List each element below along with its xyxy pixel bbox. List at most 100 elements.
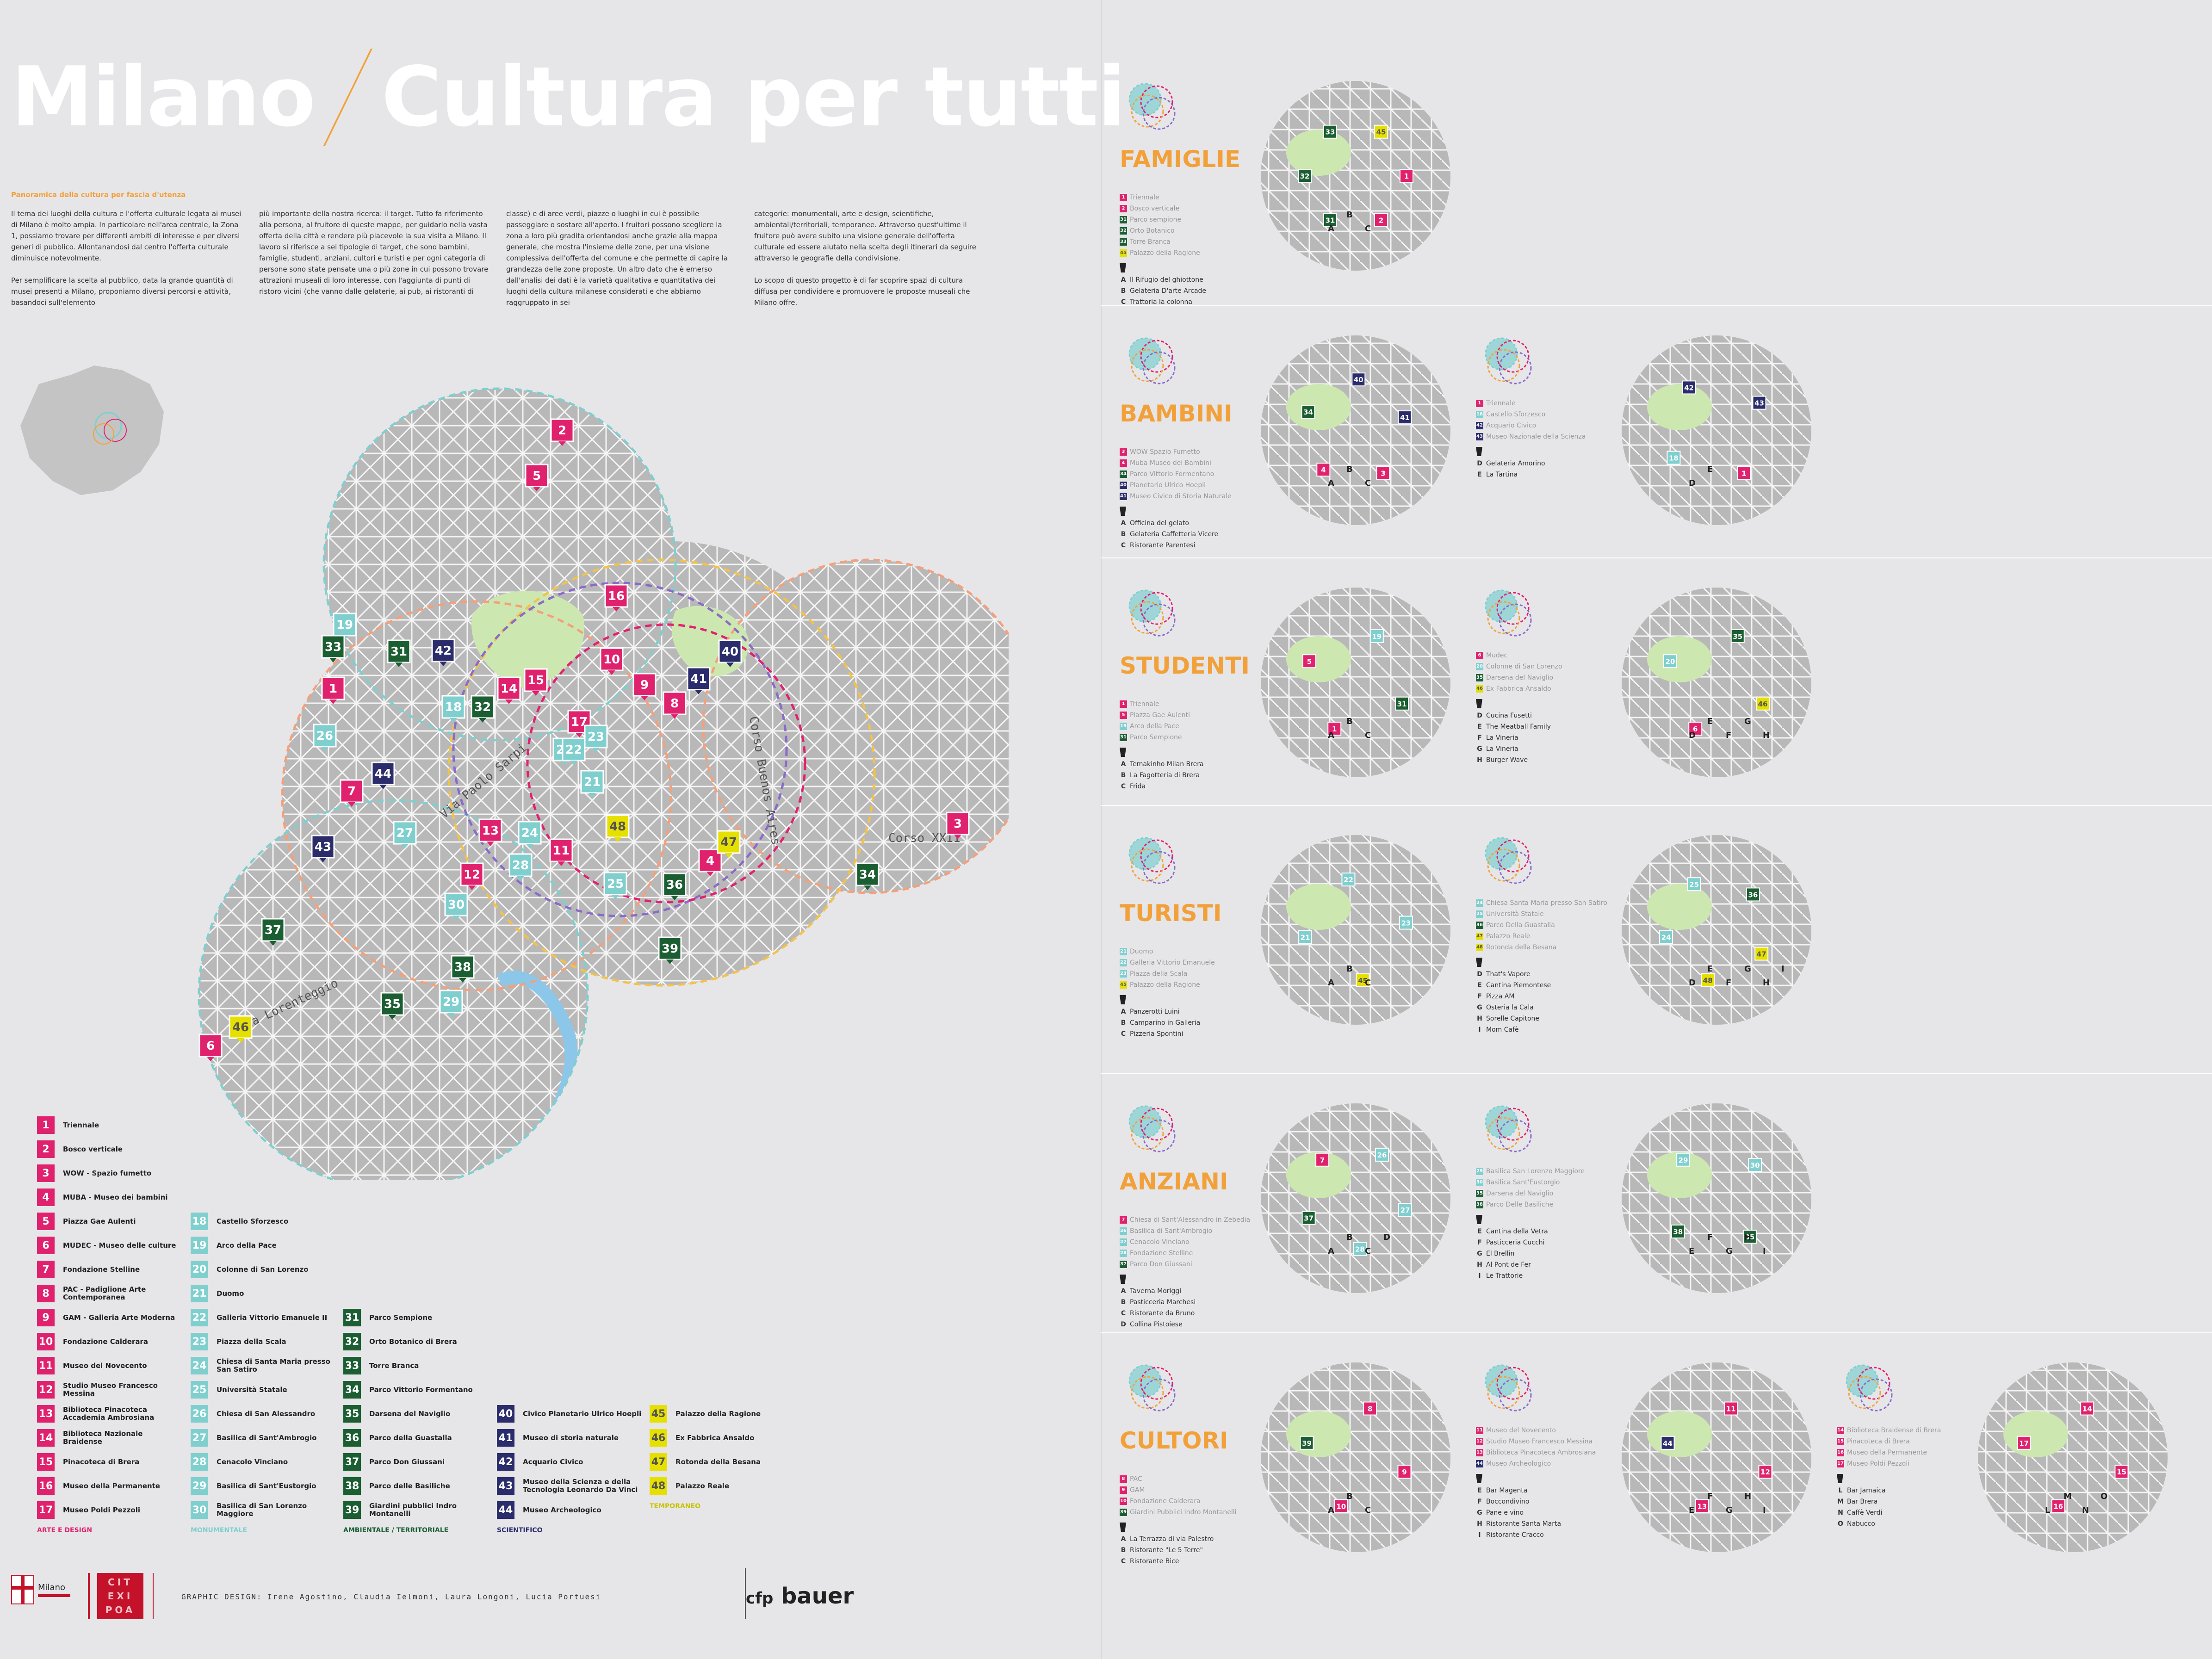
food-place[interactable]: B Gelateria D'arte Arcade [1120, 285, 1206, 297]
legend-item-22[interactable]: 22 Galleria Vittorio Emanuele II [191, 1308, 337, 1327]
legend-item-32[interactable]: 32 Orto Botanico di Brera [343, 1332, 489, 1351]
zone-marker-47[interactable]: 47 [1754, 947, 1769, 961]
segment-item-35[interactable]: 35 Darsena del Naviglio [1476, 672, 1562, 683]
food-place[interactable]: I Ristorante Cracco [1476, 1529, 1596, 1541]
zone-marker-43[interactable]: 43 [1752, 396, 1766, 410]
legend-item-1[interactable]: 1 Triennale [37, 1116, 183, 1134]
segment-item-13[interactable]: 13 Biblioteca Pinacoteca Ambrosiana [1476, 1447, 1596, 1458]
segment-item-17[interactable]: 17 Museo Poldi Pezzoli [1837, 1458, 1941, 1469]
map-marker-1[interactable]: 1 [321, 676, 345, 704]
map-marker-5[interactable]: 5 [525, 464, 549, 491]
food-place[interactable]: H Ristorante Santa Marta [1476, 1518, 1596, 1529]
legend-item-45[interactable]: 45 Palazzo della Ragione [650, 1405, 796, 1423]
segment-item-20[interactable]: 20 Colonne di San Lorenzo [1476, 661, 1562, 672]
legend-item-12[interactable]: 12 Studio Museo Francesco Messina [37, 1380, 183, 1399]
legend-item-10[interactable]: 10 Fondazione Calderara [37, 1332, 183, 1351]
segment-item-6[interactable]: 6 Mudec [1476, 650, 1562, 661]
food-place[interactable]: F Boccondivino [1476, 1496, 1596, 1507]
food-place[interactable]: C Ristorante da Bruno [1120, 1308, 1250, 1319]
zone-marker-15[interactable]: 15 [2114, 1465, 2129, 1479]
zone-detail-map-bambini[interactable]: 1 18 42 43 D E [1619, 333, 1814, 527]
zone-marker-7[interactable]: 7 [1315, 1152, 1330, 1167]
legend-item-34[interactable]: 34 Parco Vittorio Formentano [343, 1380, 489, 1399]
food-place[interactable]: F Pasticceria Cucchi [1476, 1237, 1585, 1248]
segment-item-3[interactable]: 3 WOW Spazio Fumetto [1120, 446, 1232, 458]
food-place[interactable]: A Taverna Moriggi [1120, 1286, 1250, 1297]
main-zone-map[interactable]: Corso XXII Corso Buenos Aires Via Paolo … [176, 356, 1009, 1180]
zone-marker-37[interactable]: 37 [1301, 1211, 1316, 1225]
legend-item-26[interactable]: 26 Chiesa di San Alessandro [191, 1405, 337, 1423]
segment-item-31[interactable]: 31 Parco Sempione [1120, 732, 1204, 743]
segment-item-38[interactable]: 38 Parco Delle Basiliche [1476, 1199, 1585, 1210]
segment-item-30[interactable]: 30 Basilica Sant'Eustorgio [1476, 1177, 1585, 1188]
segment-item-36[interactable]: 36 Parco Della Guastalla [1476, 920, 1607, 931]
zone-marker-45[interactable]: 45 [1356, 973, 1370, 987]
map-marker-11[interactable]: 11 [549, 838, 573, 866]
legend-item-23[interactable]: 23 Piazza della Scala [191, 1332, 337, 1351]
legend-item-35[interactable]: 35 Darsena del Naviglio [343, 1405, 489, 1423]
map-marker-12[interactable]: 12 [460, 862, 484, 890]
zone-marker-4[interactable]: 4 [1316, 463, 1331, 477]
food-place[interactable]: B Camparino in Galleria [1120, 1017, 1215, 1028]
food-place[interactable]: G La Vineria [1476, 743, 1562, 755]
map-marker-8[interactable]: 8 [663, 691, 687, 719]
map-marker-23[interactable]: 23 [584, 724, 608, 752]
segment-item-40[interactable]: 40 Planetario Ulrico Hoepli [1120, 480, 1232, 491]
map-marker-18[interactable]: 18 [441, 695, 465, 723]
food-place[interactable]: B La Fagotteria di Brera [1120, 770, 1204, 781]
zone-detail-map-studenti[interactable]: 1 5 19 31 A B C [1258, 585, 1453, 780]
zone-marker-36[interactable]: 36 [1746, 887, 1760, 902]
map-marker-35[interactable]: 35 [380, 992, 404, 1020]
zone-marker-18[interactable]: 18 [1667, 451, 1681, 465]
food-place[interactable]: E Bar Magenta [1476, 1485, 1596, 1496]
segment-item-1[interactable]: 1 Triennale [1120, 192, 1206, 203]
legend-item-41[interactable]: 41 Museo di storia naturale [497, 1429, 643, 1447]
food-place[interactable]: G Osteria la Cala [1476, 1002, 1607, 1013]
segment-item-45[interactable]: 45 Palazzo della Ragione [1120, 248, 1206, 259]
segment-item-10[interactable]: 10 Fondazione Calderara [1120, 1496, 1237, 1507]
segment-item-45[interactable]: 45 Palazzo della Ragione [1120, 979, 1215, 990]
legend-item-9[interactable]: 9 GAM - Galleria Arte Moderna [37, 1308, 183, 1327]
segment-item-31[interactable]: 31 Parco sempione [1120, 214, 1206, 225]
segment-item-12[interactable]: 12 Studio Museo Francesco Messina [1476, 1436, 1596, 1447]
zone-marker-33[interactable]: 33 [1323, 124, 1337, 139]
zone-marker-21[interactable]: 21 [1298, 930, 1313, 944]
zone-detail-map-cultori[interactable]: 14 15 16 17 L M N O [1976, 1360, 2170, 1554]
zone-marker-1[interactable]: 1 [1400, 169, 1413, 183]
map-marker-40[interactable]: 40 [718, 639, 742, 667]
legend-item-40[interactable]: 40 Civico Planetario Ulrico Hoepli [497, 1405, 643, 1423]
segment-item-28[interactable]: 28 Fondazione Stelline [1120, 1248, 1250, 1259]
legend-item-15[interactable]: 15 Pinacoteca di Brera [37, 1453, 183, 1471]
map-marker-48[interactable]: 48 [606, 814, 630, 842]
segment-item-41[interactable]: 41 Museo Civico di Storia Naturale [1120, 491, 1232, 502]
zone-marker-17[interactable]: 17 [2017, 1436, 2031, 1450]
zone-marker-13[interactable]: 13 [1695, 1499, 1709, 1513]
segment-item-32[interactable]: 32 Orto Botanico [1120, 225, 1206, 236]
legend-item-37[interactable]: 37 Parco Don Giussani [343, 1453, 489, 1471]
food-place[interactable]: D Collina Pistoiese [1120, 1319, 1250, 1330]
legend-item-39[interactable]: 39 Giardini pubblici Indro Montanelli [343, 1501, 489, 1519]
zone-marker-10[interactable]: 10 [1334, 1499, 1348, 1513]
legend-item-30[interactable]: 30 Basilica di San Lorenzo Maggiore [191, 1501, 337, 1519]
map-marker-9[interactable]: 9 [632, 673, 657, 700]
zone-marker-1[interactable]: 1 [1737, 466, 1751, 480]
segment-item-7[interactable]: 7 Chiesa di Sant'Alessandro in Zebedia [1120, 1214, 1250, 1226]
zone-marker-6[interactable]: 6 [1688, 722, 1703, 736]
zone-marker-23[interactable]: 23 [1399, 916, 1413, 930]
food-place[interactable]: C Trattoria la colonna [1120, 297, 1206, 308]
segment-item-47[interactable]: 47 Palazzo Reale [1476, 931, 1607, 942]
food-place[interactable]: E La Tartina [1476, 469, 1586, 480]
legend-item-19[interactable]: 19 Arco della Pace [191, 1236, 337, 1255]
food-place[interactable]: F Pizza AM [1476, 991, 1607, 1002]
segment-item-18[interactable]: 18 Castello Sforzesco [1476, 409, 1586, 420]
zone-marker-41[interactable]: 41 [1398, 410, 1412, 425]
food-place[interactable]: C Frida [1120, 781, 1204, 792]
map-marker-28[interactable]: 28 [508, 853, 533, 881]
zone-detail-map-studenti[interactable]: 6 20 35 46 D E F G H [1619, 585, 1814, 780]
zone-marker-1[interactable]: 1 [1327, 722, 1342, 736]
zone-detail-map-cultori[interactable]: 8 9 10 39 A B C [1258, 1360, 1453, 1554]
zone-marker-14[interactable]: 14 [2080, 1401, 2094, 1416]
zone-marker-31[interactable]: 31 [1395, 696, 1409, 711]
zone-detail-map-turisti[interactable]: 21 22 23 45 A B C [1258, 833, 1453, 1027]
